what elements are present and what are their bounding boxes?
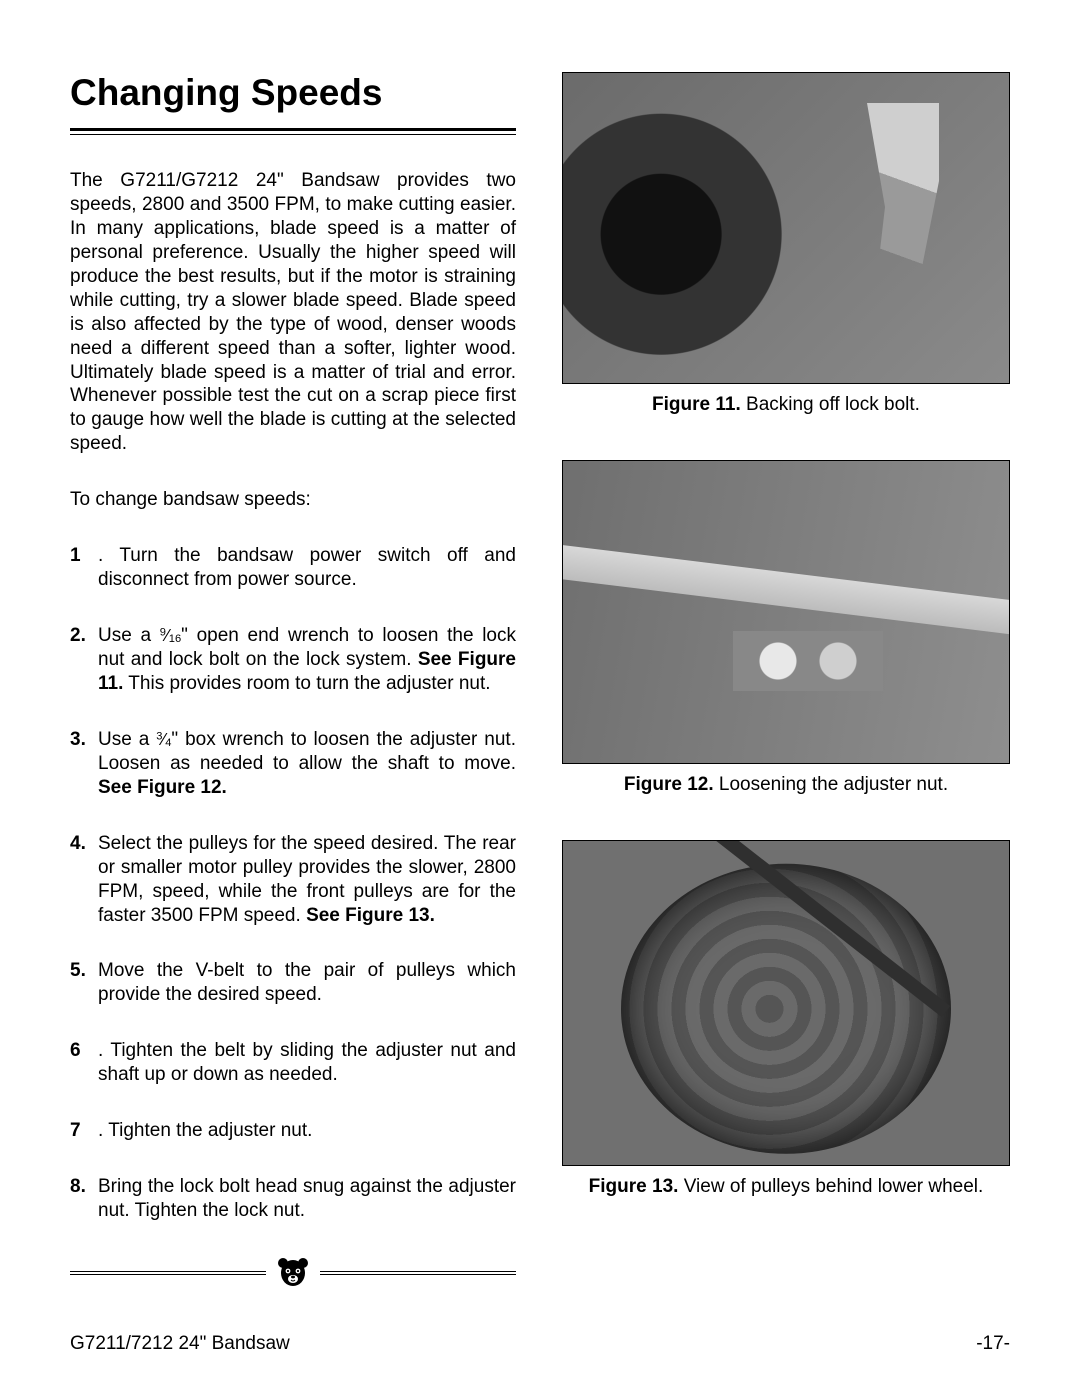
figure-11-image (562, 72, 1010, 384)
intro-paragraph: The G7211/G7212 24" Bandsaw provides two… (70, 169, 516, 456)
step-4: 4. Select the pulleys for the speed desi… (98, 832, 516, 928)
step-text: Move the V-belt to the pair of pulleys w… (98, 960, 516, 1005)
step-number: 7 (70, 1119, 81, 1143)
title-rule-thin (70, 134, 516, 135)
step-text: . Tighten the belt by sliding the adjust… (98, 1040, 516, 1085)
figure-12: Figure 12. Loosening the adjuster nut. (562, 460, 1010, 796)
figure-11-caption: Figure 11. Backing off lock bolt. (562, 394, 1010, 416)
step-text: Use a 3⁄4" box wrench to loosen the adju… (98, 729, 516, 798)
step-2: 2. Use a 9⁄16" open end wrench to loosen… (98, 624, 516, 696)
step-text: . Turn the bandsaw power switch off and … (98, 545, 516, 590)
title-rule-thick (70, 128, 516, 131)
step-8: 8. Bring the lock bolt head snug against… (98, 1175, 516, 1223)
lead-in: To change bandsaw speeds: (70, 488, 516, 512)
step-number: 8. (70, 1175, 86, 1199)
figure-13-image (562, 840, 1010, 1166)
step-3: 3. Use a 3⁄4" box wrench to loosen the a… (98, 728, 516, 800)
step-number: 4. (70, 832, 86, 856)
step-number: 1 (70, 544, 81, 568)
bear-icon (276, 1255, 310, 1291)
step-number: 3. (70, 728, 86, 752)
step-number: 5. (70, 959, 86, 983)
footer-left: G7211/7212 24" Bandsaw (70, 1333, 290, 1355)
steps-list: 1 . Turn the bandsaw power switch off and… (70, 544, 516, 1223)
step-7: 7. Tighten the adjuster nut. (98, 1119, 516, 1143)
page-title: Changing Speeds (70, 72, 516, 114)
step-number: 2. (70, 624, 86, 648)
figure-12-image (562, 460, 1010, 764)
footer-right: -17- (976, 1333, 1010, 1355)
step-text: Select the pulleys for the speed desired… (98, 833, 516, 926)
figure-13-caption: Figure 13. View of pulleys behind lower … (562, 1176, 1010, 1198)
step-5: 5. Move the V-belt to the pair of pulley… (98, 959, 516, 1007)
step-number: 6 (70, 1039, 81, 1063)
figure-12-caption: Figure 12. Loosening the adjuster nut. (562, 774, 1010, 796)
page-footer: G7211/7212 24" Bandsaw -17- (70, 1333, 1010, 1355)
step-text: . Tighten the adjuster nut. (98, 1120, 312, 1141)
step-text: Use a 9⁄16" open end wrench to loosen th… (98, 625, 516, 694)
step-6: 6. Tighten the belt by sliding the adjus… (98, 1039, 516, 1087)
figure-11: Figure 11. Backing off lock bolt. (562, 72, 1010, 416)
step-text: Bring the lock bolt head snug against th… (98, 1176, 516, 1221)
section-end-ornament (70, 1255, 516, 1291)
figure-13: Figure 13. View of pulleys behind lower … (562, 840, 1010, 1198)
step-1: 1. Turn the bandsaw power switch off and… (98, 544, 516, 592)
